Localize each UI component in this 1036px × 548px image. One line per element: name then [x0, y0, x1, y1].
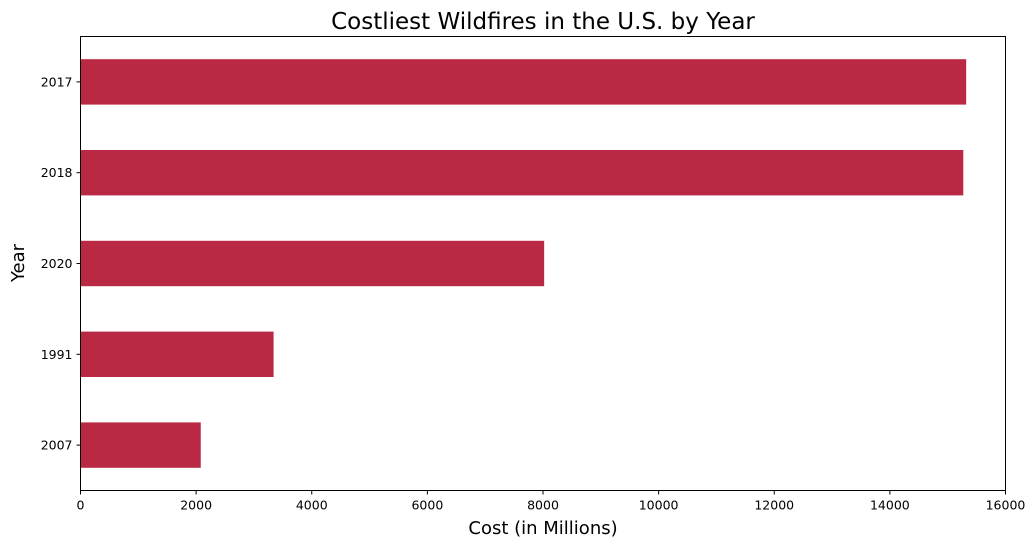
- x-tick-label-12000: 12000: [754, 498, 794, 513]
- y-axis-label: Year: [8, 243, 29, 283]
- bar-2017: [80, 59, 967, 105]
- y-tick-label-2020: 2020: [41, 256, 73, 271]
- bar-2020: [80, 240, 545, 287]
- bar-2007: [80, 422, 201, 468]
- x-tick-label-0: 0: [77, 498, 85, 513]
- bar-1991: [80, 331, 274, 377]
- x-tick-label-16000: 16000: [986, 498, 1026, 513]
- x-tick-label-6000: 6000: [411, 498, 443, 513]
- x-tick-label-8000: 8000: [527, 498, 559, 513]
- bars-layer: [80, 59, 967, 468]
- x-axis-label: Cost (in Millions): [468, 518, 617, 539]
- x-tick-label-4000: 4000: [296, 498, 328, 513]
- y-tick-label-1991: 1991: [41, 347, 73, 362]
- y-axis: 2017 2018 2020 1991 2007: [41, 74, 81, 453]
- x-tick-label-2000: 2000: [180, 498, 212, 513]
- x-axis: 0 2000 4000 6000 8000 10000 12000 14000 16000: [77, 490, 1026, 513]
- bar-2018: [80, 150, 964, 196]
- y-tick-label-2018: 2018: [41, 165, 73, 180]
- chart-title: Costliest Wildfires in the U.S. by Year: [331, 9, 755, 35]
- y-tick-label-2017: 2017: [41, 74, 73, 89]
- y-tick-label-2007: 2007: [41, 438, 73, 453]
- x-tick-label-10000: 10000: [639, 498, 679, 513]
- x-tick-label-14000: 14000: [870, 498, 910, 513]
